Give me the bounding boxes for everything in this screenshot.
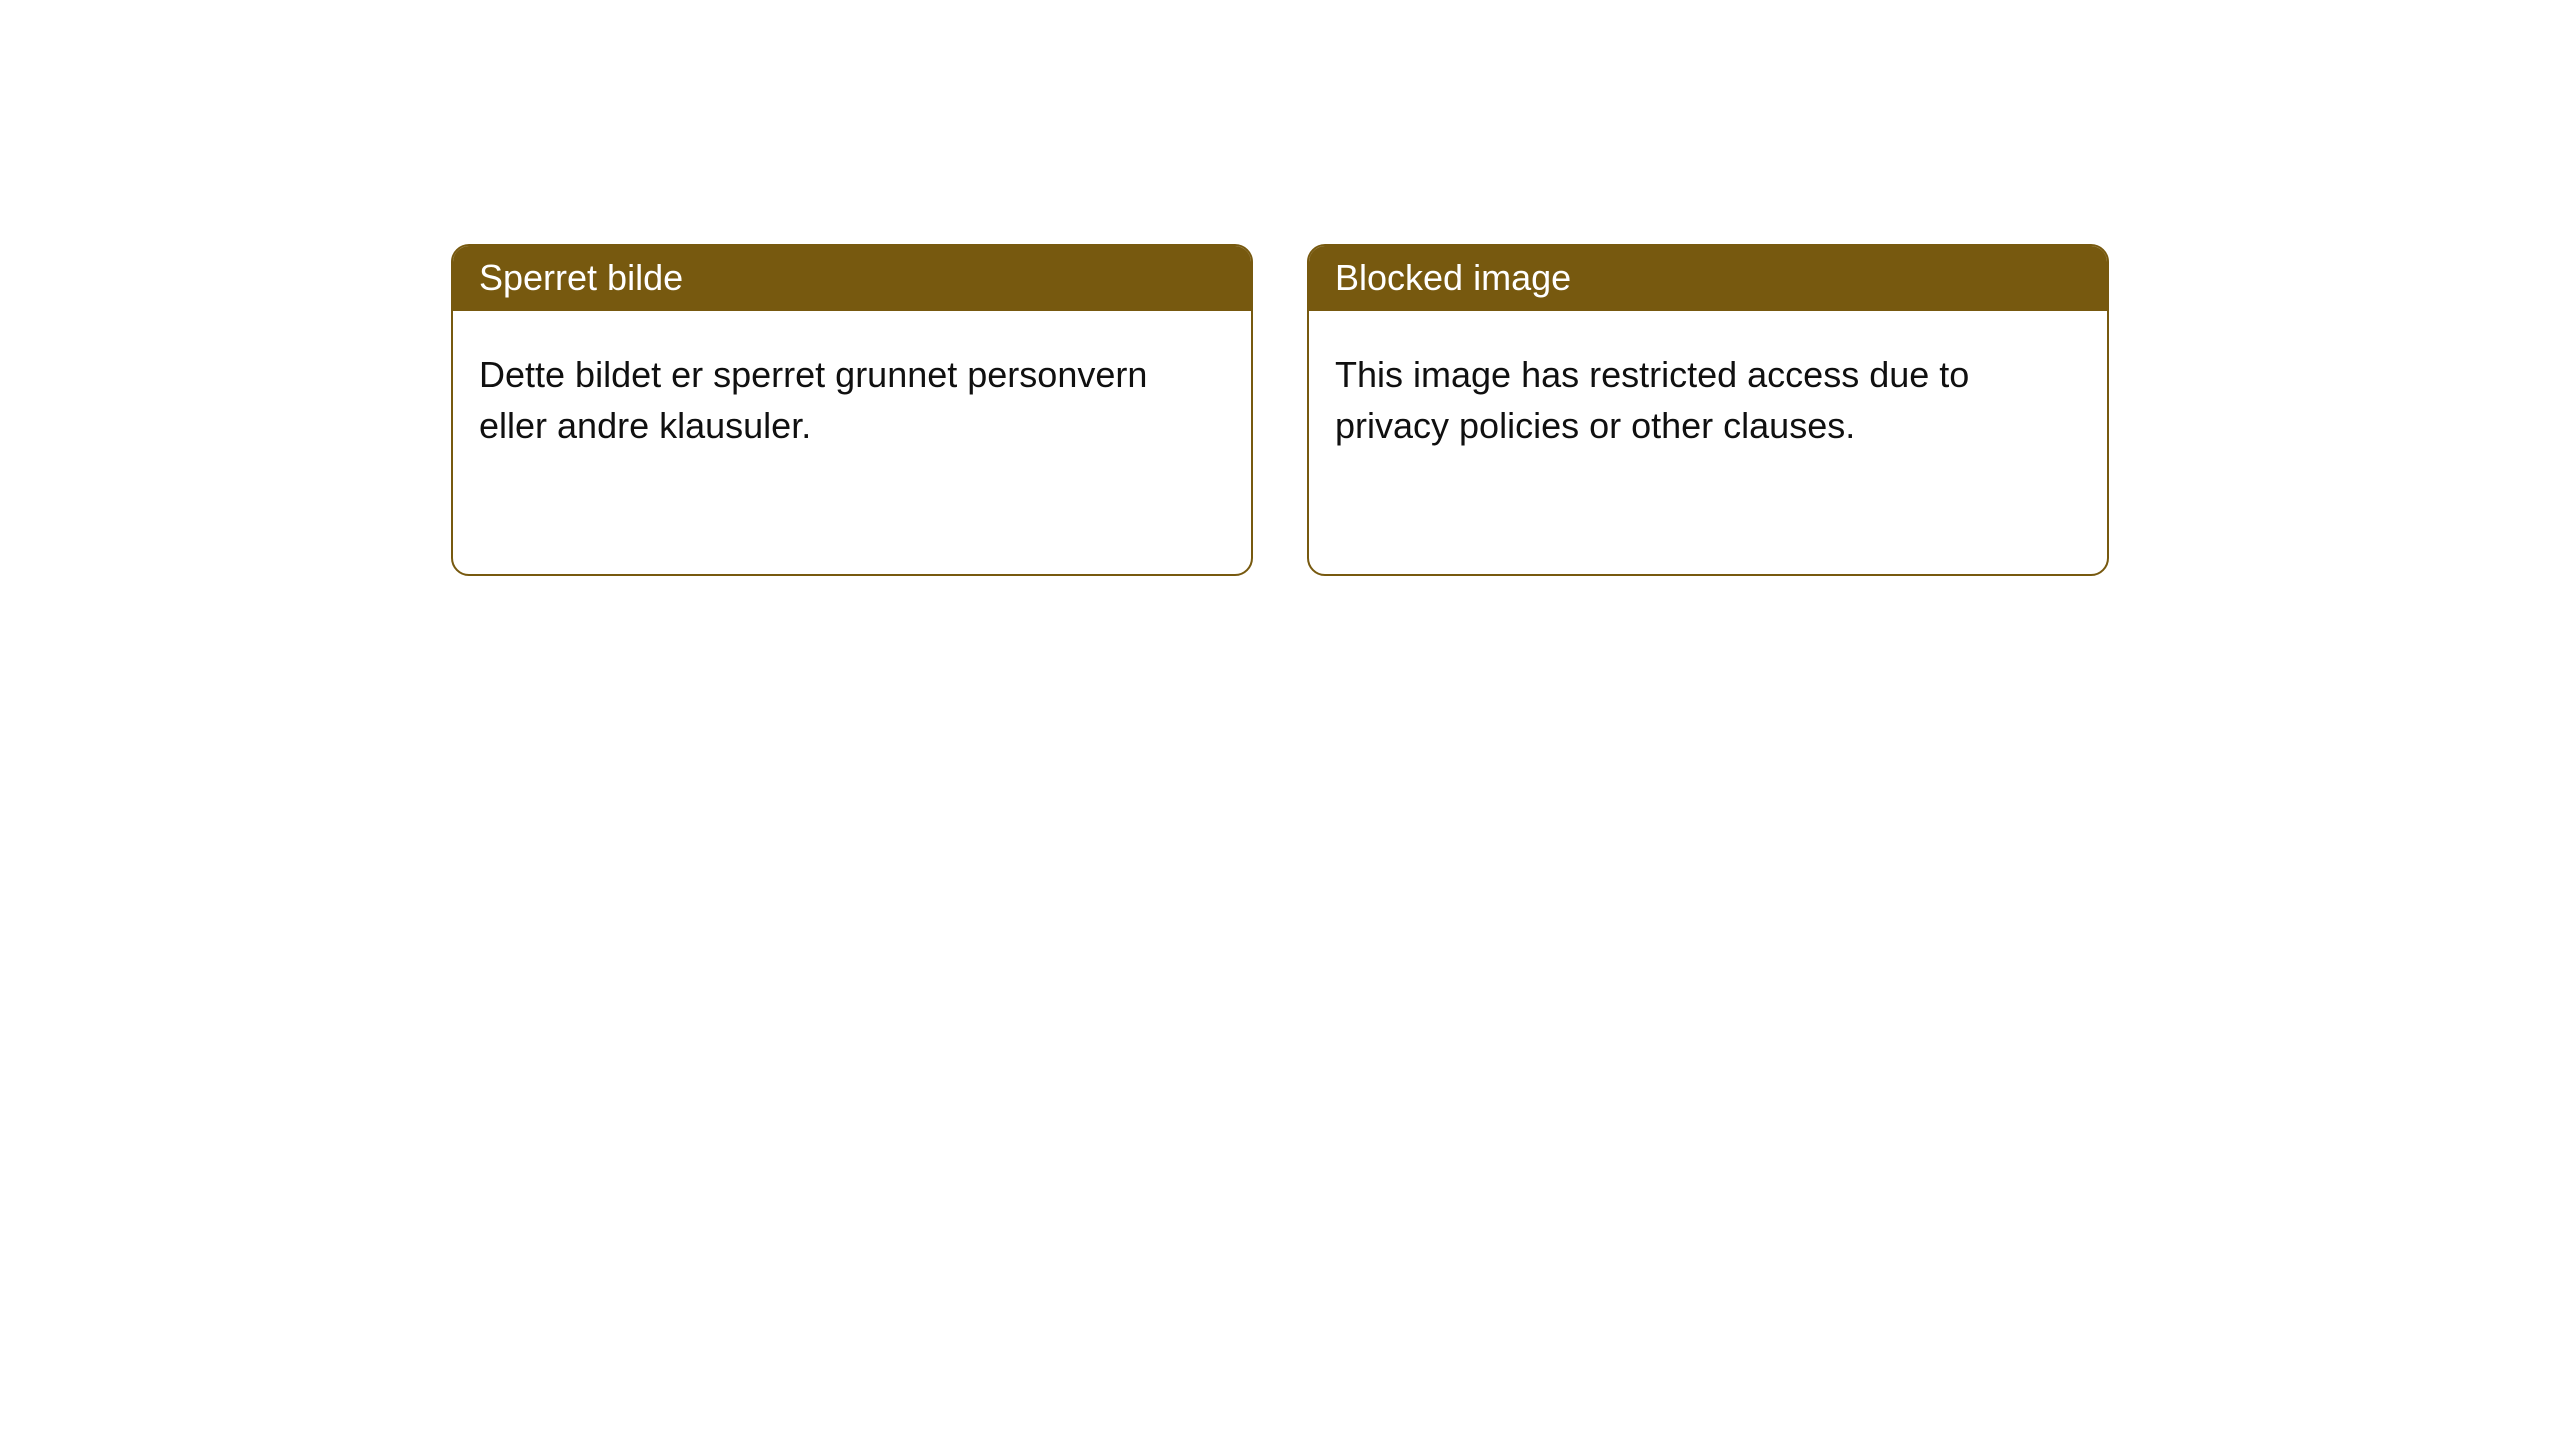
notice-card-english: Blocked image This image has restricted … [1307, 244, 2109, 576]
notice-body-norwegian: Dette bildet er sperret grunnet personve… [453, 311, 1251, 471]
notice-title-norwegian: Sperret bilde [453, 246, 1251, 311]
notice-body-english: This image has restricted access due to … [1309, 311, 2107, 471]
notice-container: Sperret bilde Dette bildet er sperret gr… [451, 244, 2109, 1440]
notice-title-english: Blocked image [1309, 246, 2107, 311]
notice-card-norwegian: Sperret bilde Dette bildet er sperret gr… [451, 244, 1253, 576]
